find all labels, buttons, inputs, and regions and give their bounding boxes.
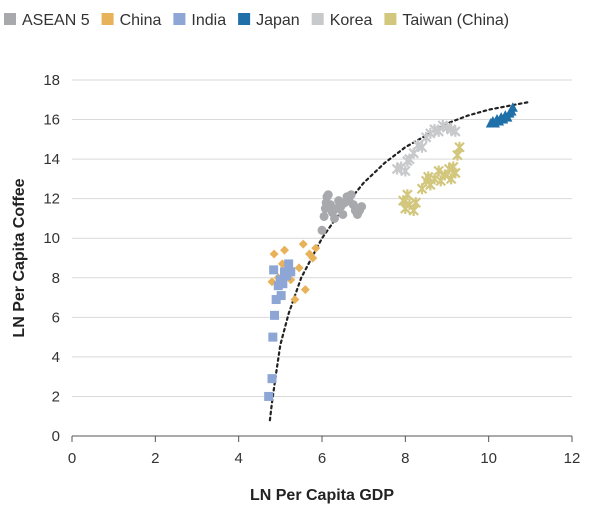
trendline-group (268, 100, 532, 422)
data-point-taiwan-china (404, 199, 415, 211)
legend-swatch (173, 13, 186, 25)
legend-label: Japan (256, 12, 300, 29)
data-point-taiwan-china (425, 179, 436, 191)
legend-item-china: China (101, 12, 162, 29)
data-point-korea (404, 153, 415, 165)
data-point-india (269, 265, 279, 275)
y-tick-label: 12 (43, 191, 60, 208)
x-tick-label: 10 (480, 450, 497, 467)
legend-swatch (4, 13, 16, 25)
data-point-india (268, 332, 278, 342)
legend-label: India (191, 12, 226, 29)
legend-label: Korea (330, 12, 373, 29)
data-point-japan (507, 102, 518, 112)
data-point-korea (450, 125, 461, 137)
y-tick-label: 4 (52, 349, 60, 366)
data-point-india (267, 374, 277, 384)
y-axis-title: LN Per Capita Coffee (11, 178, 28, 337)
data-point-taiwan-china (435, 175, 447, 187)
data-point-taiwan-china (439, 169, 451, 181)
legend-item-japan: Japan (238, 12, 300, 29)
data-point-korea (400, 165, 411, 177)
legend-swatch (384, 13, 397, 25)
chart-legend: ASEAN 5 China India Japan Korea Taiwan (China… (4, 12, 509, 29)
y-tick-label: 8 (52, 270, 60, 287)
data-point-korea (433, 125, 444, 137)
y-tick-label: 16 (43, 112, 60, 129)
trendline (268, 100, 532, 422)
data-point-asean-5 (317, 225, 327, 235)
data-point-taiwan-china (445, 173, 457, 185)
legend-label: China (120, 12, 162, 29)
x-tick-label: 6 (318, 450, 326, 467)
data-point-india (284, 259, 294, 269)
y-tick-label: 10 (43, 230, 60, 247)
data-point-india (286, 267, 296, 277)
legend-item-korea: Korea (311, 12, 373, 29)
data-point-asean-5 (357, 202, 367, 212)
legend-item-india: India (173, 12, 226, 29)
data-point-china (300, 285, 310, 295)
legend-item-asean-5: ASEAN 5 (4, 12, 90, 29)
axes (71, 435, 573, 442)
data-point-asean-5 (323, 190, 333, 200)
x-axis-title: LN Per Capita GDP (250, 487, 394, 504)
data-point-china (280, 245, 289, 255)
data-point-taiwan-china (450, 167, 461, 179)
tick-labels: 0 2 4 6 8 10 12 14 16 18 0 2 4 6 8 10 12 (43, 72, 580, 467)
data-point-china (308, 253, 318, 263)
data-point-china (269, 249, 279, 259)
data-point-india (264, 391, 274, 401)
x-tick-label: 2 (151, 450, 159, 467)
legend-item-taiwan-china: Taiwan (China) (384, 12, 509, 29)
data-point-taiwan-china (433, 165, 444, 177)
y-tick-label: 6 (52, 309, 60, 326)
data-point-asean-5 (338, 209, 348, 219)
y-tick-label: 0 (52, 428, 60, 445)
data-point-india (278, 279, 288, 289)
data-point-china (311, 243, 321, 253)
data-point-taiwan-china (402, 189, 413, 201)
legend-swatch (311, 13, 324, 25)
y-tick-label: 2 (52, 388, 60, 405)
x-tick-label: 12 (564, 450, 581, 467)
data-point-china (290, 295, 300, 305)
data-point-taiwan-china (454, 141, 465, 153)
data-point-asean-5 (330, 213, 339, 223)
data-point-taiwan-china (410, 197, 422, 209)
data-point-korea (416, 141, 428, 153)
legend-label: ASEAN 5 (22, 12, 90, 29)
data-point-india (276, 291, 286, 301)
data-point-asean-5 (346, 190, 356, 200)
legend-swatch (238, 13, 251, 25)
x-tick-label: 8 (401, 450, 409, 467)
x-tick-label: 4 (234, 450, 242, 467)
data-point-india (270, 310, 279, 320)
data-point-india (273, 281, 283, 291)
legend-label: Taiwan (China) (402, 12, 509, 29)
y-tick-label: 18 (43, 72, 60, 89)
data-points (264, 102, 518, 401)
data-point-india (271, 295, 281, 305)
legend-swatch (101, 13, 114, 25)
data-point-asean-5 (319, 211, 329, 221)
data-point-china (298, 239, 308, 249)
x-tick-label: 0 (68, 450, 76, 467)
data-point-china (294, 263, 304, 273)
y-tick-label: 14 (43, 151, 60, 168)
